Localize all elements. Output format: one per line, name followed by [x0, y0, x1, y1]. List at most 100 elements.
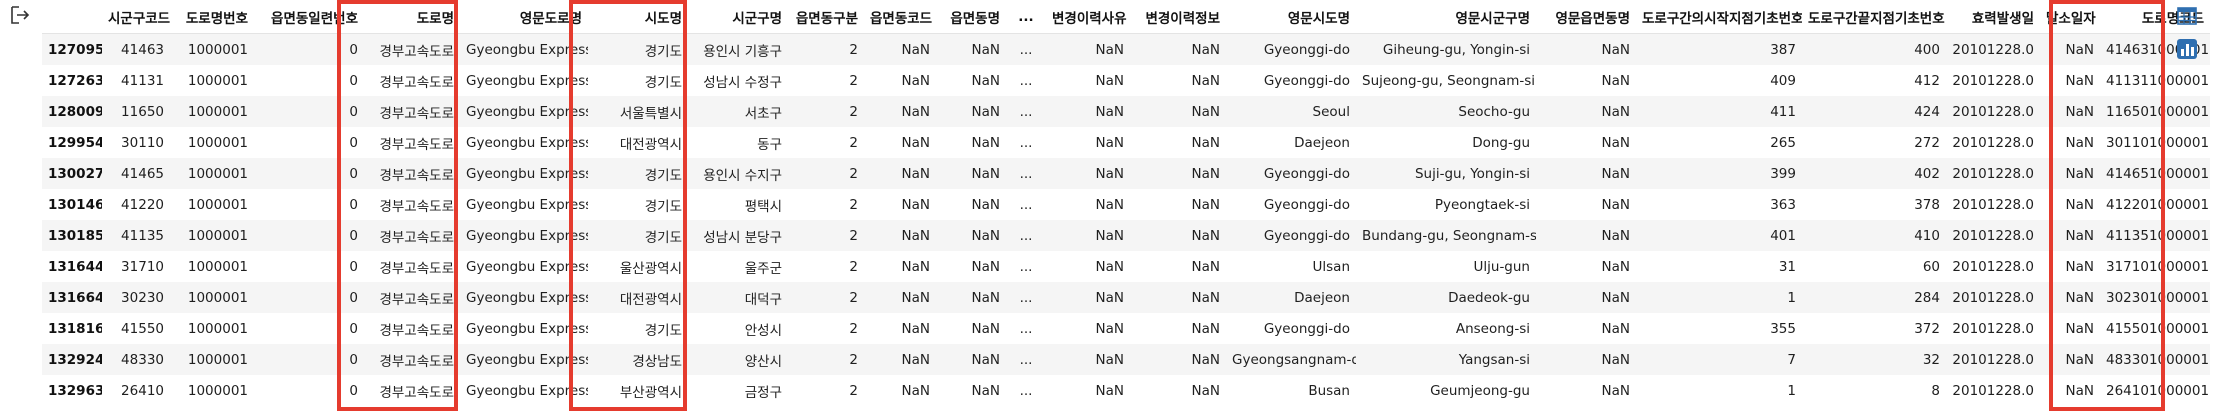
table-cell: NaN [901, 196, 930, 213]
table-cell: 20101228.0 [1946, 96, 2040, 127]
table-cell: NaN [1601, 196, 1630, 213]
table-cell: NaN [1095, 320, 1124, 337]
table-row: 132924 48330 1000001 0 경부고속도로 Gyeongbu Expres… [42, 344, 2210, 375]
table-cell: Giheung-gu, Yongin-si [1356, 33, 1536, 65]
table-cell: Gyeongsangnam-do [1226, 344, 1356, 375]
table-cell: 경부고속도로 [364, 344, 460, 375]
table-cell: Pyeongtaek-si [1434, 196, 1530, 213]
table-cell: 414651000001 [2100, 158, 2210, 189]
table-cell: NaN [901, 258, 930, 275]
table-cell: NaN [1130, 158, 1226, 189]
table-cell: NaN [1130, 33, 1226, 65]
table-row: 132963 26410 1000001 0 경부고속도로 Gyeongbu Expres… [42, 375, 2210, 406]
table-cell: Daejeon [1226, 282, 1356, 313]
table-cell: 0 [349, 72, 358, 89]
table-cell: Gyeongbu Expressway [460, 344, 588, 375]
table-cell: Ulsan [1312, 258, 1351, 275]
table-cell: 2 [849, 258, 858, 275]
table-icon[interactable] [2176, 5, 2198, 27]
table-cell: ... [1006, 282, 1046, 313]
column-header: 효력발생일 [1946, 0, 2040, 34]
table-cell: NaN [2065, 72, 2094, 89]
table-cell: NaN [2065, 382, 2094, 399]
table-cell: 41550 [121, 320, 164, 337]
table-cell: Gyeonggi-do [1226, 33, 1356, 65]
table-cell: 1000001 [170, 220, 254, 251]
table-cell: Gyeongbu Expressway [460, 158, 588, 189]
table-cell: NaN [2065, 196, 2094, 213]
table-cell: 경부고속도로 [379, 74, 454, 91]
table-cell: 409 [1770, 72, 1796, 89]
table-cell: 483301000001 [2100, 344, 2210, 375]
table-cell: NaN [1601, 258, 1630, 275]
table-cell: 30110 [121, 134, 164, 151]
table-cell: 411351000001 [2100, 220, 2210, 251]
column-header: 시군구코드 [102, 0, 170, 34]
table-cell: NaN [2065, 134, 2094, 151]
table-cell: 60 [1922, 258, 1940, 275]
table-cell: 경기도 [588, 220, 688, 251]
table-cell: 363 [1770, 196, 1796, 213]
right-gutter [2160, 0, 2213, 411]
table-cell: 2 [788, 33, 864, 65]
table-cell: NaN [1046, 282, 1130, 313]
table-cell: 1000001 [187, 196, 248, 213]
table-cell: Seoul [1226, 96, 1356, 127]
table-cell: 경기도 [588, 33, 688, 65]
table-cell: 20101228.0 [1952, 258, 2034, 275]
table-cell: 31 [1778, 258, 1796, 275]
table-cell: 372 [1914, 320, 1940, 337]
table-cell: NaN [1191, 258, 1220, 275]
column-header: 시군구명 [688, 0, 788, 34]
table-cell: NaN [1536, 220, 1636, 251]
table-cell: 1000001 [170, 282, 254, 313]
table-cell: 1000001 [187, 72, 248, 89]
table-cell: NaN [901, 320, 930, 337]
table-cell: 301101000001 [2106, 134, 2210, 151]
left-gutter [0, 0, 40, 411]
table-cell: 2 [849, 320, 858, 337]
table-cell: NaN [1536, 282, 1636, 313]
table-cell: NaN [1130, 282, 1226, 313]
table-row: 131816 41550 1000001 0 경부고속도로 Gyeongbu Expres… [42, 313, 2210, 344]
table-cell: NaN [2040, 344, 2100, 375]
table-cell: NaN [864, 220, 936, 251]
table-cell: NaN [971, 258, 1000, 275]
table-cell: NaN [971, 320, 1000, 337]
table-cell: NaN [1601, 320, 1630, 337]
table-cell: 대덕구 [688, 282, 788, 313]
table-cell: 경기도 [644, 74, 682, 91]
table-cell: 경부고속도로 [364, 282, 460, 313]
table-cell: 경부고속도로 [379, 322, 454, 339]
table-cell: NaN [1191, 196, 1220, 213]
table-row: 127095 41463 1000001 0 경부고속도로 Gyeongbu Expres… [42, 33, 2210, 65]
table-cell: ... [1019, 72, 1033, 89]
table-cell: 0 [349, 196, 358, 213]
table-cell: NaN [936, 344, 1006, 375]
table-cell: Gyeonggi-do [1226, 158, 1356, 189]
table-cell: 1 [1636, 282, 1802, 313]
table-cell: NaN [1046, 220, 1130, 251]
table-cell: NaN [864, 344, 936, 375]
table-cell: NaN [2040, 282, 2100, 313]
table-cell: 2 [849, 72, 858, 89]
table-cell: 용인시 수지구 [688, 158, 788, 189]
table-cell: 0 [254, 220, 364, 251]
chart-icon[interactable] [2176, 38, 2198, 60]
table-cell: NaN [1095, 196, 1124, 213]
row-index-cell: 131664 [42, 282, 102, 313]
table-cell: Gyeonggi-do [1226, 220, 1356, 251]
column-header: 영문시도명 [1226, 0, 1356, 34]
table-cell: NaN [1046, 33, 1130, 65]
export-icon[interactable] [9, 4, 31, 26]
table-cell: Gyeongbu Expressway [460, 96, 588, 127]
table-cell: NaN [1601, 382, 1630, 399]
table-cell: 20101228.0 [1952, 320, 2034, 337]
column-header: 읍면동구분 [788, 0, 864, 34]
table-row: 131644 31710 1000001 0 경부고속도로 Gyeongbu Expres… [42, 251, 2210, 282]
column-header: 영문도로명 [460, 0, 588, 34]
header-row: 시군구코드 도로명번호 읍면동일련번호 도로명 영문도로명 시도명 시군구명 읍면동구분 읍면동… [42, 0, 2210, 34]
table-cell: 2 [788, 344, 864, 375]
table-cell: Daedeok-gu [1356, 282, 1536, 313]
table-cell: 0 [349, 258, 358, 275]
